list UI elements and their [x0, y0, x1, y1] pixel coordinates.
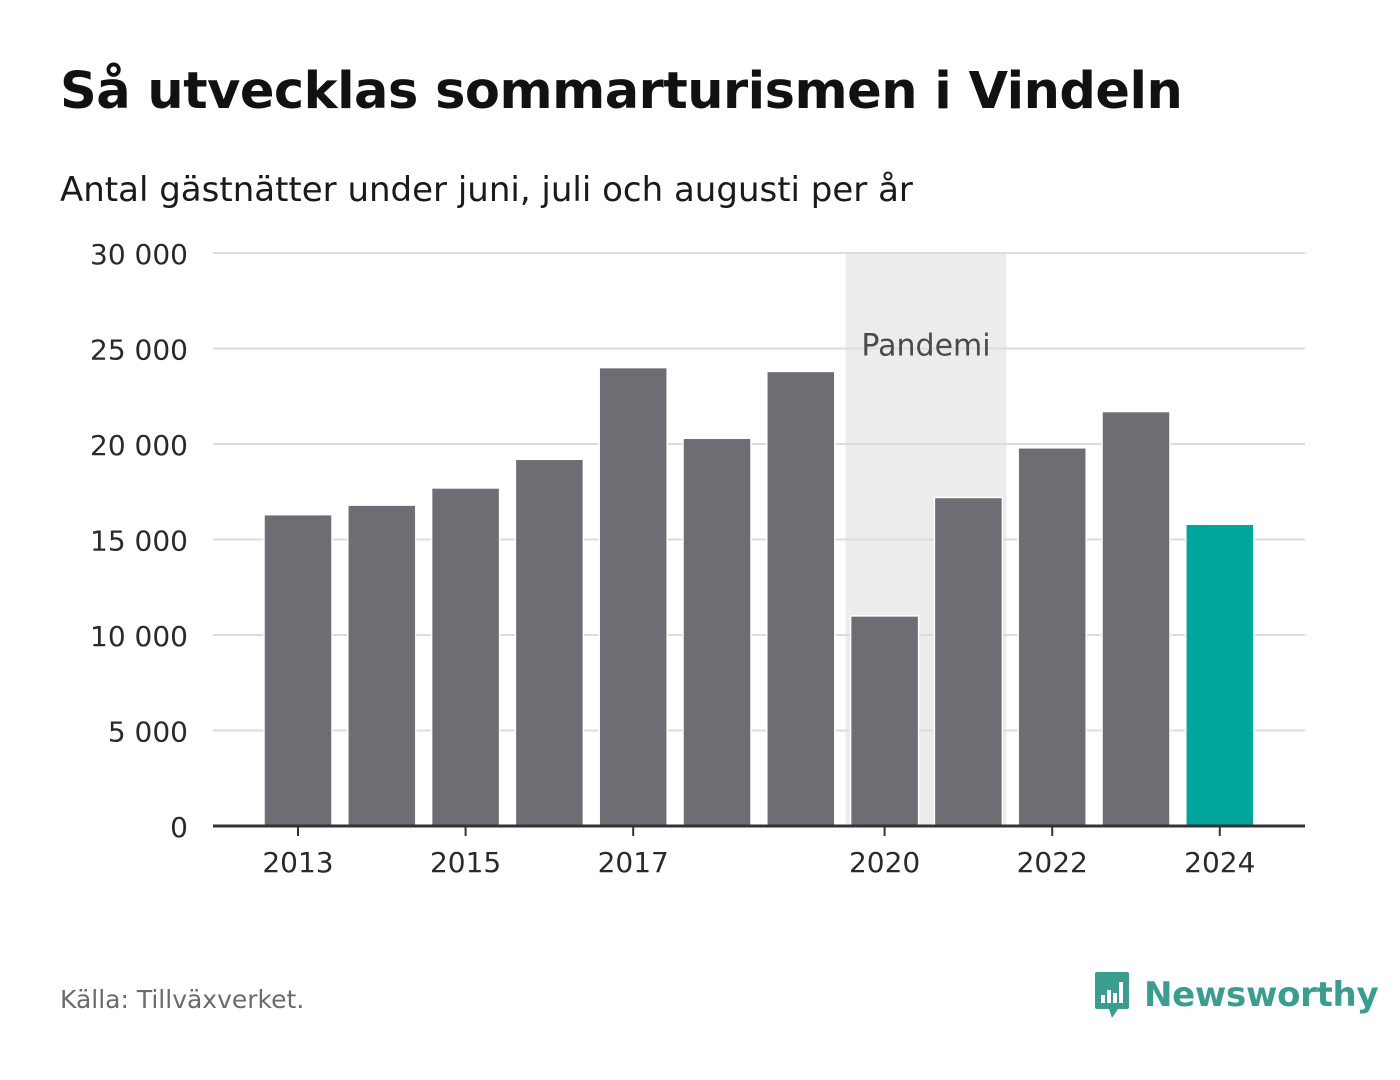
x-tick-label: 2015 [430, 846, 501, 879]
bar-chart: 0 5 000 10 000 15 000 20 000 25 000 30 000 Pand… [90, 238, 1305, 879]
bar-2014 [347, 504, 417, 827]
bar-2023 [1101, 410, 1171, 827]
chart-subtitle: Antal gästnätter under juni, juli och au… [60, 170, 913, 210]
x-tick-label: 2020 [849, 846, 920, 879]
bar-2016 [514, 458, 585, 827]
bar-2021 [933, 496, 1004, 827]
y-tick-label: 20 000 [90, 429, 188, 462]
bar-2017 [598, 366, 668, 827]
y-tick-label: 25 000 [90, 334, 188, 367]
newsworthy-logo-icon [1095, 972, 1129, 1018]
x-tick-label: 2022 [1017, 846, 1088, 879]
x-tick-label: 2024 [1184, 846, 1255, 879]
bar-2018 [682, 437, 752, 827]
bar-2019 [766, 370, 836, 827]
brand-name: Newsworthy [1144, 975, 1379, 1015]
y-tick-label: 5 000 [108, 716, 188, 749]
y-tick-label: 0 [170, 811, 188, 844]
x-tick-label: 2017 [598, 846, 669, 879]
bar-2013 [263, 513, 333, 827]
y-tick-label: 30 000 [90, 238, 188, 271]
x-tick-label: 2013 [262, 846, 333, 879]
pandemic-label: Pandemi [861, 329, 990, 364]
brand-logo: Newsworthy [1092, 970, 1379, 1020]
source-note: Källa: Tillväxverket. [60, 985, 305, 1014]
chart-title: Så utvecklas sommarturismen i Vindeln [60, 62, 1183, 121]
bar-2024 [1185, 523, 1255, 827]
bar-2022 [1017, 447, 1087, 827]
y-tick-label: 15 000 [90, 525, 188, 558]
bar-2020 [849, 615, 920, 827]
y-tick-label: 10 000 [90, 620, 188, 653]
bar-2015 [430, 487, 501, 827]
